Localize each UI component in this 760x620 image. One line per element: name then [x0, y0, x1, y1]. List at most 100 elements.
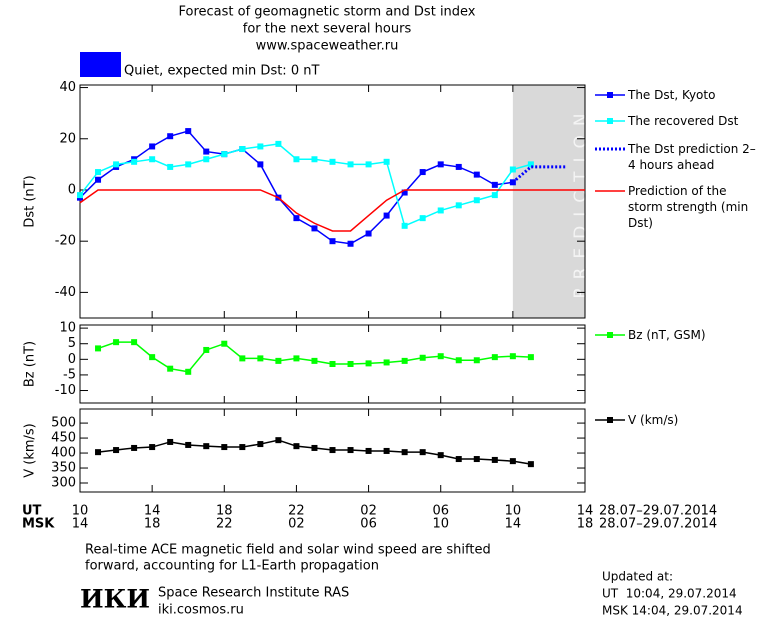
- marker: [437, 161, 444, 168]
- x-tick-label: 10: [72, 504, 89, 519]
- title: for the next several hours: [243, 22, 412, 37]
- marker: [221, 340, 228, 347]
- marker: [473, 357, 480, 364]
- y-tick-label: 300: [51, 476, 76, 491]
- marker: [491, 354, 498, 361]
- marker: [329, 158, 336, 165]
- series-line: [79, 130, 513, 245]
- legend-label: The Dst prediction 2–4 hours ahead: [628, 142, 756, 172]
- prediction-label: PREDICTION: [571, 104, 591, 298]
- legend-label: The Dst, Kyoto: [628, 88, 716, 102]
- marker: [383, 212, 390, 219]
- marker: [293, 355, 300, 362]
- marker: [311, 444, 318, 451]
- y-tick-label: 350: [51, 461, 76, 476]
- marker: [239, 355, 246, 362]
- marker: [167, 163, 174, 170]
- marker: [311, 225, 318, 232]
- marker: [77, 192, 83, 199]
- marker: [527, 161, 534, 168]
- marker: [473, 197, 480, 204]
- marker: [383, 359, 390, 366]
- x-tick-label: 02: [360, 504, 377, 519]
- y-tick-label: -20: [55, 234, 76, 249]
- marker: [167, 438, 174, 445]
- marker: [185, 161, 192, 168]
- x-tick-label: 18: [216, 504, 233, 519]
- marker: [311, 156, 318, 163]
- marker: [527, 461, 534, 468]
- plot-frame: [79, 408, 586, 493]
- marker: [167, 365, 174, 372]
- prediction-band: [512, 85, 585, 318]
- marker: [275, 357, 282, 364]
- marker: [293, 215, 300, 222]
- marker: [203, 346, 210, 353]
- marker: [113, 447, 120, 454]
- legend-marker: [607, 417, 613, 423]
- y-tick-label: 40: [59, 80, 76, 95]
- marker: [455, 456, 462, 463]
- marker: [275, 437, 282, 444]
- x-tick-label: 22: [288, 504, 305, 519]
- y-tick-label: -5: [63, 367, 76, 382]
- marker: [167, 133, 174, 140]
- y-tick-label: 20: [59, 131, 76, 146]
- x-tick-label-msk: 14: [72, 517, 89, 532]
- marker: [437, 452, 444, 459]
- x-tick-label-msk: 18: [577, 517, 594, 532]
- marker: [185, 128, 192, 135]
- marker: [149, 444, 156, 451]
- marker: [203, 156, 210, 163]
- legend-label: V (km/s): [628, 413, 679, 427]
- marker: [419, 215, 426, 222]
- y-tick-label: 0: [68, 182, 76, 197]
- series-line: [79, 189, 585, 232]
- msk-label: MSK: [22, 517, 55, 532]
- series-line: [97, 341, 531, 373]
- marker: [347, 240, 354, 247]
- marker: [419, 354, 426, 361]
- marker: [113, 161, 120, 168]
- marker: [509, 166, 516, 173]
- marker: [329, 361, 336, 367]
- marker: [401, 222, 408, 229]
- marker: [527, 354, 534, 361]
- marker: [257, 161, 264, 168]
- marker: [221, 151, 228, 158]
- marker: [347, 447, 354, 454]
- institute: Space Research Institute RAS: [158, 586, 349, 601]
- y-tick-label: 450: [51, 431, 76, 446]
- y-axis-label: Bz (nT): [23, 341, 38, 387]
- marker: [365, 447, 372, 454]
- x-tick-label: 10: [505, 504, 522, 519]
- marker: [491, 456, 498, 463]
- marker: [131, 444, 138, 451]
- marker: [437, 353, 444, 360]
- marker: [473, 456, 480, 463]
- marker: [455, 202, 462, 209]
- marker: [383, 447, 390, 454]
- legend-label: Bz (nT, GSM): [628, 328, 706, 342]
- marker: [329, 447, 336, 454]
- marker: [401, 449, 408, 456]
- series-line: [79, 143, 532, 227]
- y-tick-label: -10: [55, 383, 76, 398]
- x-tick-label: 14: [144, 504, 161, 519]
- y-axis-label: V (km/s): [23, 423, 38, 478]
- x-tick-label-msk: 14: [505, 517, 522, 532]
- legend-marker: [607, 332, 613, 338]
- marker: [149, 354, 156, 361]
- marker: [95, 449, 102, 456]
- marker: [365, 360, 372, 367]
- marker: [401, 189, 408, 196]
- marker: [419, 169, 426, 176]
- marker: [131, 339, 138, 346]
- y-tick-label: 400: [51, 446, 76, 461]
- marker: [509, 353, 516, 360]
- marker: [113, 339, 120, 346]
- series-line: [97, 439, 532, 465]
- status-box: [80, 52, 121, 77]
- marker: [455, 357, 462, 364]
